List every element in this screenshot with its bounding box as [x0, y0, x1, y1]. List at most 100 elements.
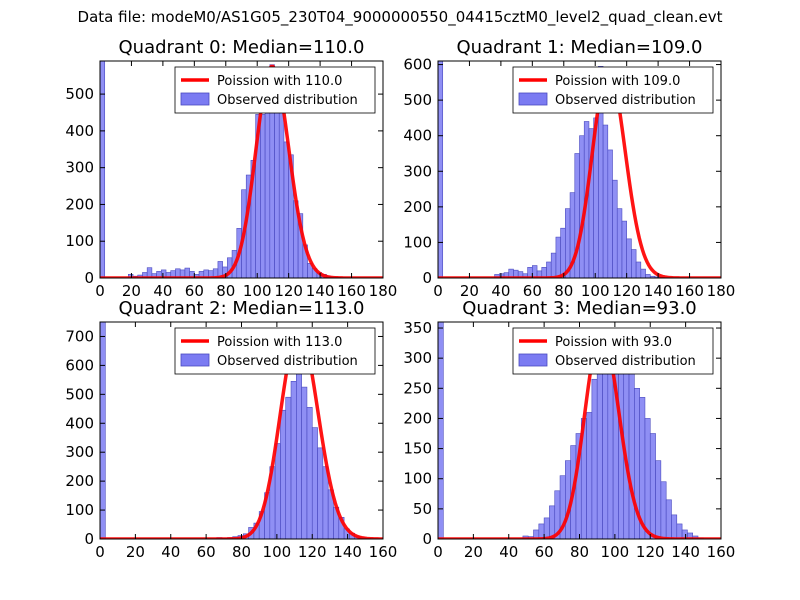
histogram-bar	[538, 523, 545, 539]
x-tick-label: 40	[491, 282, 510, 300]
histogram-bar	[543, 517, 550, 539]
histogram-bar	[264, 110, 271, 278]
histogram-bar	[285, 396, 292, 539]
x-tick-label: 160	[369, 543, 398, 561]
y-tick-label: 600	[403, 56, 432, 74]
y-tick-label: 400	[403, 127, 432, 145]
x-tick-label: 60	[197, 543, 216, 561]
legend-hist-label: Observed distribution	[217, 93, 358, 108]
subplot-title: Quadrant 3: Median=93.0	[462, 298, 697, 319]
x-tick-label: 120	[636, 543, 665, 561]
histogram-bar	[532, 265, 538, 278]
x-tick-label: 140	[333, 543, 362, 561]
y-tick-label: 250	[403, 379, 432, 397]
y-tick-label: 500	[65, 385, 94, 403]
legend: Poission with 113.0 Observed distribution	[174, 327, 376, 375]
histogram-bar	[555, 236, 561, 278]
histogram-bar	[280, 409, 287, 539]
histogram-bar	[296, 349, 302, 539]
histogram-bar	[560, 227, 566, 278]
y-tick-label: 100	[65, 232, 94, 250]
y-tick-label: 0	[422, 530, 432, 548]
y-tick-label: 700	[65, 327, 94, 345]
x-tick-label: 140	[671, 543, 700, 561]
subplot-title: Quadrant 2: Median=113.0	[119, 298, 365, 319]
histogram-bar	[655, 460, 662, 539]
subplot-quadrant-2: Quadrant 2: Median=113.0 0 20 40 60 80 100 120 1…	[65, 298, 397, 561]
subplot-title: Quadrant 1: Median=109.0	[457, 37, 703, 58]
histogram-bar	[640, 268, 646, 278]
histogram-bar	[631, 249, 637, 278]
y-tick-label: 100	[403, 470, 432, 488]
x-tick-label: 180	[369, 282, 398, 300]
y-tick-label: 300	[65, 159, 94, 177]
y-tick-label: 300	[403, 162, 432, 180]
x-tick-label: 20	[460, 282, 479, 300]
histogram-bar	[671, 514, 678, 539]
histogram-bar	[645, 274, 651, 278]
y-tick-label: 300	[65, 443, 94, 461]
subplot-quadrant-3: Quadrant 3: Median=93.0 0 20 40 60 80 100 120 14…	[403, 298, 735, 561]
legend-hist-swatch	[180, 92, 210, 106]
x-tick-label: 80	[232, 543, 251, 561]
x-tick-label: 180	[707, 282, 736, 300]
histogram-bar	[626, 238, 632, 278]
x-tick-label: 60	[535, 543, 554, 561]
histogram-bar	[100, 322, 106, 539]
histogram-bar	[649, 433, 656, 539]
histogram-bar	[676, 523, 683, 539]
histogram-bar	[591, 378, 598, 539]
x-tick-label: 140	[644, 282, 673, 300]
histogram-bar	[438, 322, 444, 539]
histogram-bar	[602, 345, 609, 539]
x-tick-label: 0	[433, 282, 443, 300]
y-tick-label: 500	[403, 91, 432, 109]
x-tick-label: 40	[161, 543, 180, 561]
legend-hist-label: Observed distribution	[555, 93, 696, 108]
x-tick-label: 120	[274, 282, 303, 300]
histogram-bar	[635, 261, 642, 278]
legend: Poission with 110.0 Observed distribution	[174, 66, 376, 114]
subplot-quadrant-0: Quadrant 0: Median=110.00 20 40 60 80 100 120 1…	[65, 37, 397, 300]
histogram-bar	[665, 499, 672, 539]
y-tick-label: 350	[403, 319, 432, 337]
x-tick-label: 40	[499, 543, 518, 561]
x-tick-label: 120	[298, 543, 327, 561]
x-tick-label: 140	[306, 282, 335, 300]
x-tick-label: 120	[612, 282, 641, 300]
x-tick-label: 100	[601, 543, 630, 561]
legend-hist-swatch	[180, 353, 210, 367]
y-tick-label: 200	[65, 195, 94, 213]
legend: Poission with 93.0 Observed distribution	[512, 327, 714, 375]
x-tick-label: 0	[95, 282, 105, 300]
legend-fit-label: Poission with 113.0	[217, 335, 342, 350]
y-tick-label: 200	[403, 409, 432, 427]
x-tick-label: 20	[126, 543, 145, 561]
histogram-bar	[602, 124, 609, 278]
x-tick-label: 20	[464, 543, 483, 561]
y-tick-label: 400	[65, 122, 94, 140]
subplot-title: Quadrant 0: Median=110.0	[119, 37, 365, 58]
x-tick-label: 160	[707, 543, 736, 561]
y-tick-label: 200	[65, 472, 94, 490]
y-tick-label: 300	[403, 349, 432, 367]
legend-fit-label: Poission with 110.0	[217, 74, 342, 89]
x-tick-label: 60	[523, 282, 542, 300]
histogram-bar	[290, 381, 297, 539]
histogram-bar	[283, 141, 289, 278]
axes-frame	[99, 60, 384, 279]
y-tick-label: 200	[403, 198, 432, 216]
y-tick-label: 0	[422, 269, 432, 287]
histogram-bar	[549, 505, 556, 539]
histogram-bar	[278, 102, 285, 278]
y-tick-label: 0	[84, 530, 94, 548]
x-tick-label: 160	[675, 282, 704, 300]
y-tick-label: 100	[65, 501, 94, 519]
y-tick-label: 0	[84, 269, 94, 287]
y-tick-label: 400	[65, 414, 94, 432]
histogram-bar	[100, 61, 106, 278]
histogram-bar	[660, 481, 667, 539]
figure-title: Data file: modeM0/AS1G05_230T04_90000005…	[77, 8, 723, 26]
histogram-bar	[644, 418, 651, 539]
histogram-bar	[621, 220, 627, 278]
